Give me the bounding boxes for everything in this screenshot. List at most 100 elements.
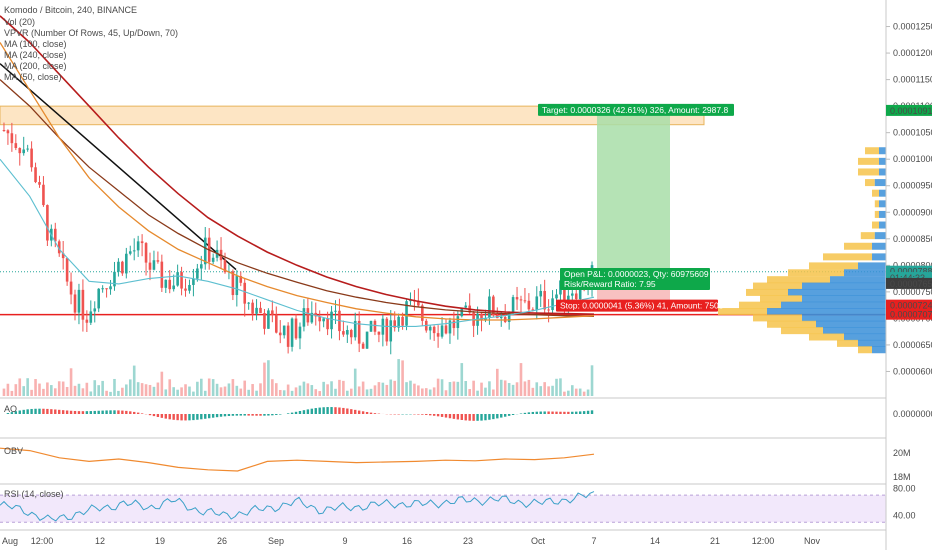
rsi-label[interactable]: RSI (14, close) — [4, 489, 64, 499]
time-tick-label: Aug — [2, 536, 18, 546]
ao-label[interactable]: AO — [4, 404, 17, 414]
ao-bar — [318, 407, 321, 414]
ao-bar — [357, 410, 361, 414]
obv-label[interactable]: OBV — [4, 446, 23, 456]
price-tag[interactable] — [886, 265, 932, 277]
candle — [322, 318, 325, 322]
price-tag[interactable] — [886, 308, 932, 320]
candle — [203, 237, 207, 265]
volume-bar — [231, 379, 235, 396]
volume-bar — [590, 365, 594, 396]
ma240-line — [0, 42, 595, 321]
ao-bar — [575, 411, 578, 414]
volume-bar — [472, 380, 475, 396]
vpvr-row-buy — [858, 339, 886, 347]
volume-bar — [302, 381, 306, 396]
candle — [531, 309, 535, 311]
candle — [223, 260, 227, 273]
ao-bar — [440, 414, 444, 417]
candle — [282, 325, 286, 336]
legend-vpvr[interactable]: VPVR (Number Of Rows, 45, Up/Down, 70) — [4, 28, 178, 38]
ao-bar — [306, 409, 310, 414]
price-tick-label: 0.0000600 — [893, 366, 932, 376]
profit-zone[interactable] — [597, 110, 670, 284]
time-axis[interactable]: Aug 12:00 12 19 26 Sep 9 16 23 Oct 7 14 21 12:00 Nov — [2, 536, 820, 546]
ao-bar — [168, 414, 171, 420]
trendline[interactable] — [0, 63, 237, 271]
volume-bar — [69, 368, 73, 396]
volume-bar — [342, 380, 345, 396]
ao-bar — [109, 410, 112, 414]
vpvr-row-sell — [865, 147, 879, 155]
volume-bar — [574, 388, 578, 396]
vpvr-row-sell — [858, 168, 879, 176]
legend-ma240[interactable]: MA (240, close) — [4, 50, 67, 60]
ao-bar — [547, 411, 550, 414]
price-tag[interactable] — [886, 104, 932, 116]
legend-ma100[interactable]: MA (100, close) — [4, 39, 67, 49]
vpvr-row-buy — [879, 168, 886, 176]
volume-bar — [247, 389, 250, 396]
open-pnl-tag[interactable] — [560, 267, 710, 290]
volume-bar — [271, 379, 274, 396]
volume-bar — [555, 378, 558, 396]
legend-ma200[interactable]: MA (200, close) — [4, 61, 67, 71]
ao-bar — [152, 414, 156, 417]
time-tick-label: 14 — [650, 536, 660, 546]
ao-bar — [531, 411, 535, 414]
time-tick-label: 19 — [155, 536, 165, 546]
volume-bar — [89, 391, 93, 396]
ao-bar — [243, 414, 246, 416]
vpvr-row-buy — [879, 210, 886, 218]
volume-bar — [499, 379, 503, 396]
volume-bar — [570, 385, 574, 396]
price-tag[interactable] — [886, 272, 932, 284]
volume-bar — [468, 389, 471, 396]
price-axis[interactable]: 0.00012500.00012000.00011500.00011000.00… — [886, 22, 932, 377]
volume-bar — [196, 381, 199, 396]
legend-vol[interactable]: Vol (20) — [4, 17, 35, 27]
ao-bar — [14, 411, 18, 414]
target-tag[interactable] — [538, 103, 734, 116]
candle — [77, 289, 81, 313]
vpvr-row-buy — [858, 262, 886, 270]
position-tool[interactable]: Target: 0.0000326 (42.61%) 326, Amount: … — [538, 103, 734, 312]
vpvr-row-buy — [879, 200, 886, 208]
candle — [440, 325, 444, 337]
price-tag[interactable] — [886, 299, 932, 311]
volume-bar — [203, 390, 207, 396]
volume-bar — [259, 383, 262, 396]
candle — [6, 130, 10, 134]
ao-bar — [346, 408, 349, 414]
volume-bar — [148, 384, 152, 396]
candle — [57, 241, 61, 254]
price-tag-label: 0.0000788 — [890, 267, 932, 277]
ao-bar — [436, 414, 440, 417]
volume-bar — [219, 387, 223, 396]
ao-bar — [464, 414, 467, 421]
stop-tag[interactable] — [556, 299, 718, 312]
ao-bar — [551, 411, 554, 414]
time-tick-label: 26 — [217, 536, 227, 546]
candle — [180, 272, 183, 289]
volume-bar — [227, 383, 231, 396]
price-tag[interactable] — [886, 277, 932, 289]
vpvr-row-buy — [788, 288, 886, 296]
vpvr-row-sell — [874, 210, 879, 218]
obv-tick: 20M — [893, 448, 911, 458]
legend-ma50[interactable]: MA (50, close) — [4, 72, 62, 82]
candle — [263, 313, 266, 329]
candle — [144, 243, 148, 263]
candle — [511, 297, 515, 313]
ao-bar — [231, 414, 235, 416]
volume-bar — [401, 360, 404, 396]
ao-bar — [22, 409, 25, 414]
time-tick-label: 7 — [591, 536, 596, 546]
volume-bar — [361, 381, 365, 396]
candle — [421, 305, 424, 321]
ao-bar — [421, 414, 424, 415]
volume-bar — [365, 389, 369, 396]
candle — [42, 184, 45, 206]
candle — [22, 149, 26, 154]
